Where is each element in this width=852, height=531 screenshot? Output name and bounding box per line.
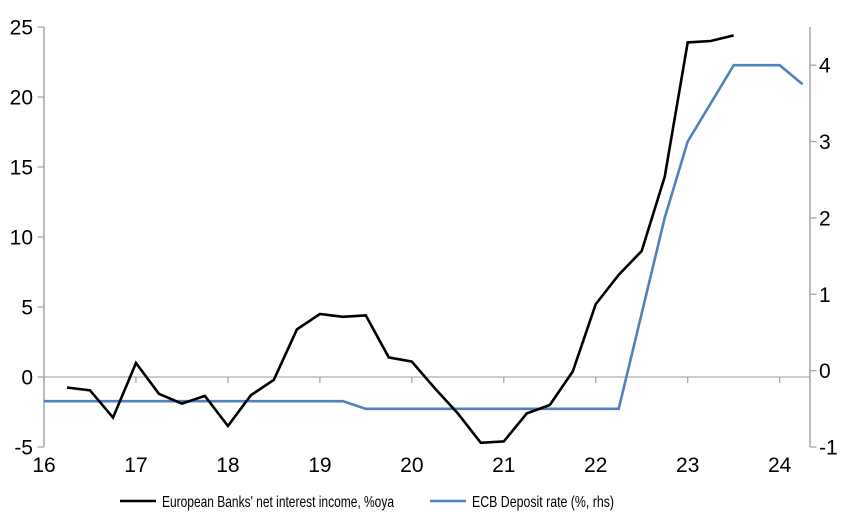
y-left-tick-label: 10	[10, 227, 33, 250]
nii-series-line	[66, 34, 735, 445]
series-layer	[44, 34, 804, 445]
chart-legend: European Banks' net interest income, %oy…	[120, 494, 614, 511]
y-right-tick-label: 4	[819, 55, 831, 78]
x-tick-label: 18	[216, 454, 239, 477]
y-right-tick-label: 1	[819, 284, 831, 307]
legend-label-ecb: ECB Deposit rate (%, rhs)	[472, 494, 614, 511]
y-right-tick-label: 3	[819, 131, 831, 154]
y-left-tick-label: 5	[21, 297, 33, 320]
x-tick-label: 19	[308, 454, 331, 477]
y-right-tick-label: 0	[819, 360, 831, 383]
axis-layer	[37, 26, 817, 448]
x-tick-label: 16	[32, 454, 55, 477]
y-right-tick-label: -1	[819, 437, 838, 460]
x-tick-label: 17	[124, 454, 147, 477]
x-tick-label: 20	[400, 454, 423, 477]
legend-label-nii: European Banks' net interest income, %oy…	[162, 494, 394, 511]
y-right-tick-label: 2	[819, 207, 831, 230]
x-tick-label: 22	[584, 454, 607, 477]
ecb-deposit-rate-line	[44, 63, 804, 411]
x-tick-label: 23	[676, 454, 699, 477]
x-tick-label: 21	[492, 454, 515, 477]
y-left-tick-label: 25	[10, 17, 33, 40]
y-left-tick-label: 20	[10, 87, 33, 110]
y-left-tick-label: 0	[21, 367, 33, 390]
y-left-tick-label: 15	[10, 157, 33, 180]
x-tick-label: 24	[768, 454, 792, 477]
y-left-tick-label: -5	[14, 437, 33, 460]
